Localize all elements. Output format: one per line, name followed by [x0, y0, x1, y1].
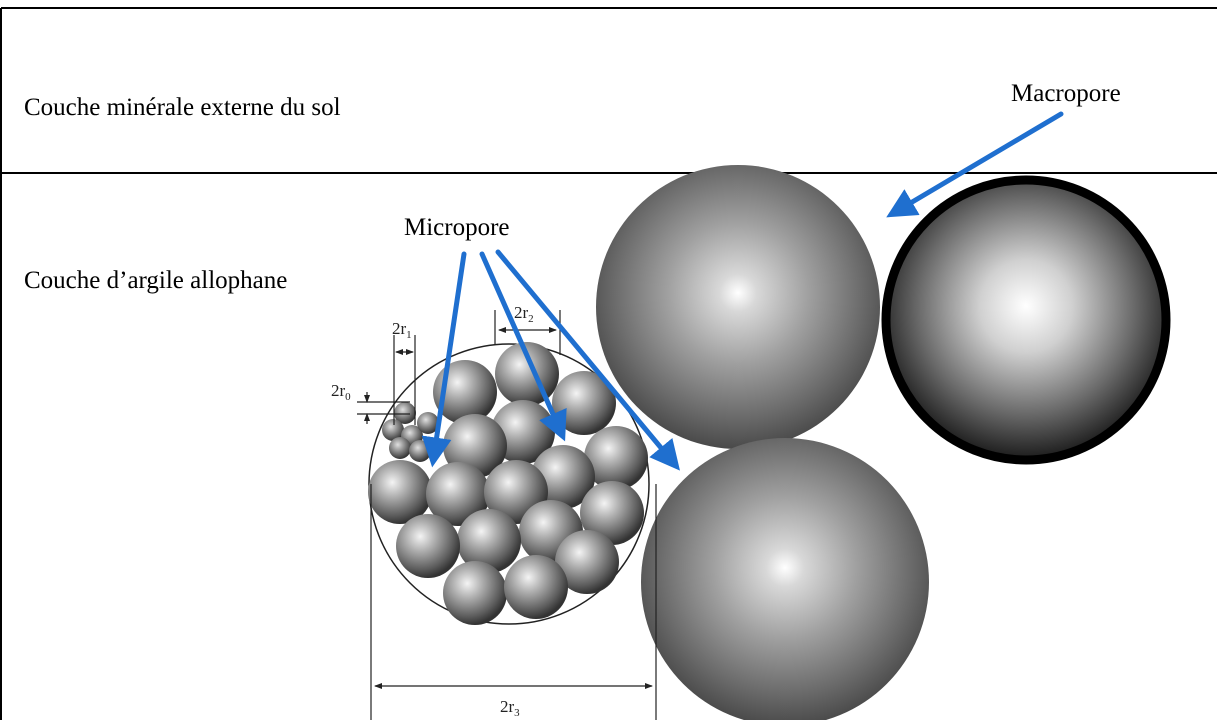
large-sphere-bottom: [641, 438, 929, 720]
dimension-lines: [357, 310, 657, 720]
small-spheres: [368, 342, 648, 625]
tiny-sphere-cluster: [382, 402, 439, 462]
dim-label-2r0: 2r0: [331, 381, 351, 403]
arrows: [421, 111, 1064, 471]
micropore-label: Micropore: [404, 214, 510, 241]
micropore-arrow-1: [421, 251, 467, 468]
clay-layer-label: Couche d’argile allophane: [24, 267, 288, 294]
micropore-arrow-2: [479, 251, 567, 442]
micropore-arrow-3: [495, 249, 680, 471]
dim-label-2r1: 2r1: [392, 319, 412, 341]
macropore-arrow: [886, 111, 1064, 218]
macropore-sphere: [881, 175, 1171, 465]
dim-label-2r3: 2r3: [500, 697, 520, 719]
dim-label-2r2: 2r2: [514, 303, 534, 325]
large-sphere-top: [596, 165, 880, 449]
table-frame: [0, 7, 1217, 720]
macropore-label: Macropore: [1011, 80, 1121, 107]
top-layer-label: Couche minérale externe du sol: [24, 94, 341, 121]
